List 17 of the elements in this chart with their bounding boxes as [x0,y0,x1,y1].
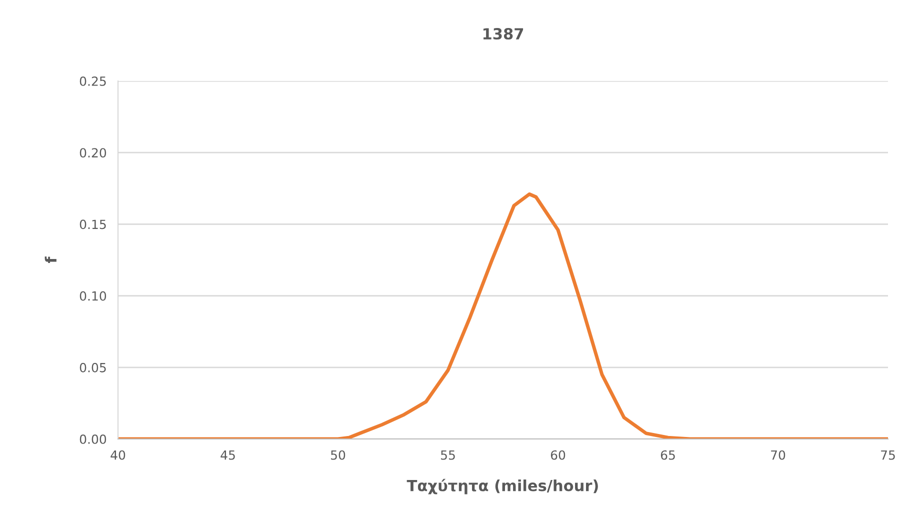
y-tick-label: 0.05 [80,362,106,372]
x-tick-label: 60 [550,450,566,460]
y-tick-label: 0.20 [80,148,106,158]
x-tick-label: 40 [110,450,126,460]
x-tick-label: 45 [220,450,235,460]
chart-title: 1387 [483,28,524,40]
y-tick-label: 0.10 [80,291,106,301]
x-tick-label: 75 [881,450,895,460]
x-axis-title: Ταχύτητα (miles/hour) [406,478,598,494]
x-tick-label: 70 [771,450,786,460]
y-axis-title: f [44,256,56,264]
y-tick-label: 0.25 [80,76,106,86]
x-tick-label: 65 [660,450,675,460]
x-tick-label: 55 [441,450,455,460]
x-tick-label: 50 [331,450,346,460]
y-tick-label: 0.15 [80,220,106,230]
y-tick-label: 0.00 [80,434,106,444]
